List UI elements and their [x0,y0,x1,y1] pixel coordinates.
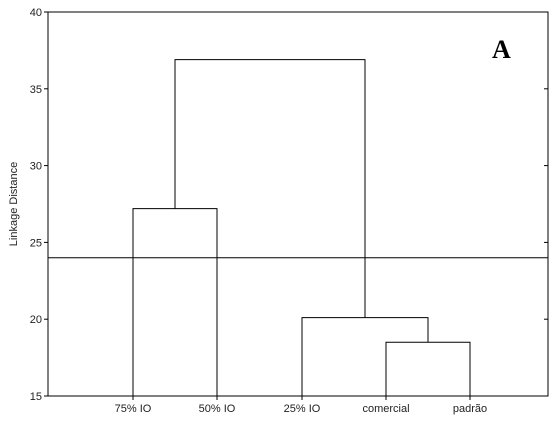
y-tick-label: 40 [30,7,42,19]
y-axis-title: Linkage Distance [8,162,20,246]
leaf-label: 75% IO [115,403,152,415]
dendrogram-links [132,59,471,396]
y-tick-label: 25 [30,237,42,249]
y-tick-label: 35 [30,84,42,96]
x-axis-ticks: 75% IO 50% IO 25% IO comercial padrão [115,396,487,415]
leaf-label: 25% IO [284,403,321,415]
dendrogram-link [385,341,471,396]
y-tick-label: 30 [30,161,42,173]
y-tick-label: 15 [30,391,42,403]
dendrogram-link [174,59,366,318]
y-tick-label: 20 [30,314,42,326]
leaf-label: padrão [453,403,487,415]
y-axis-ticks: 15 20 25 30 35 40 [30,7,548,403]
plot-frame [47,11,549,397]
leaf-label: comercial [362,403,409,415]
dendrogram-link [301,317,429,396]
panel-letter: A [492,35,511,64]
dendrogram-link [132,208,218,396]
leaf-label: 50% IO [199,403,236,415]
